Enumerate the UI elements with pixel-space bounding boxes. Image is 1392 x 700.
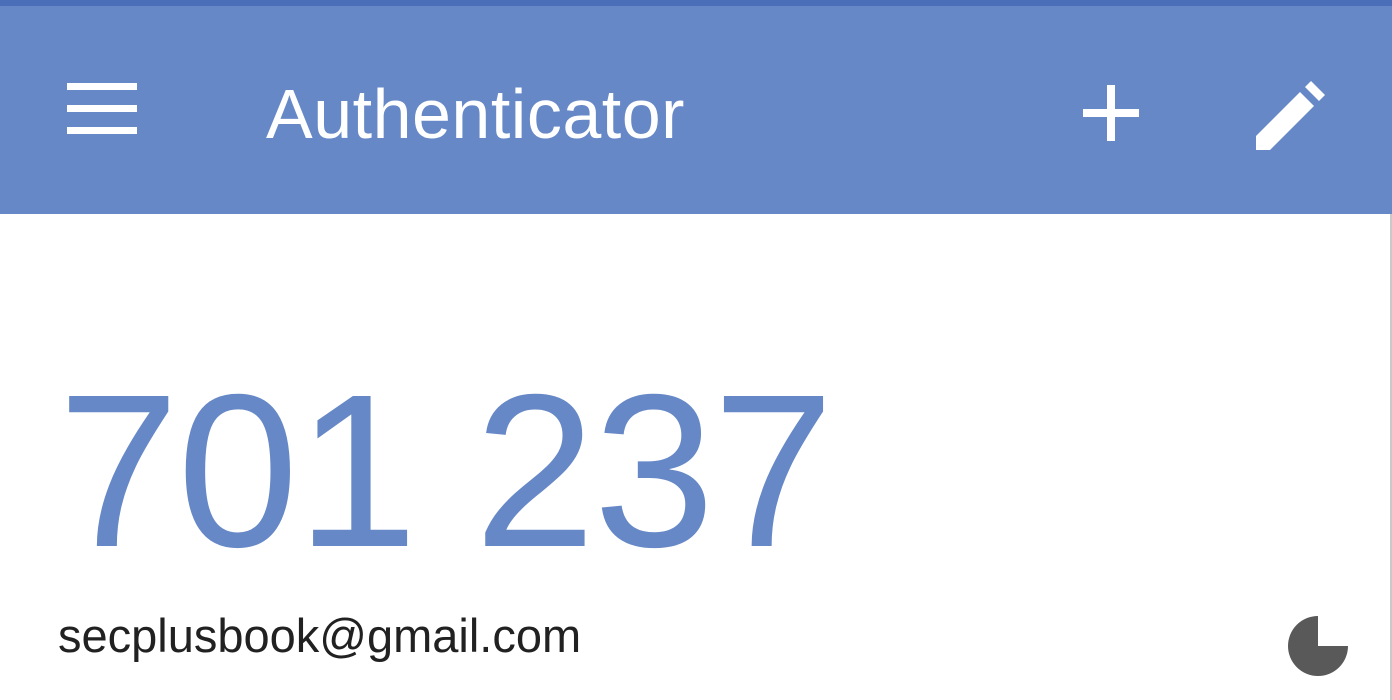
pencil-icon [1256,81,1325,150]
add-account-button[interactable] [1066,68,1156,158]
account-email: secplusbook@gmail.com [58,609,582,662]
countdown-pie-icon [1288,616,1348,676]
timer-pie-fill [1288,616,1348,676]
hamburger-menu-icon [67,83,137,134]
plus-icon [1083,85,1139,141]
app-toolbar: Authenticator [0,6,1392,214]
app-title: Authenticator [266,75,685,153]
menu-button[interactable] [56,69,148,149]
edit-button[interactable] [1240,66,1340,166]
otp-code: 701 237 [58,350,834,593]
status-bar [0,0,1392,6]
